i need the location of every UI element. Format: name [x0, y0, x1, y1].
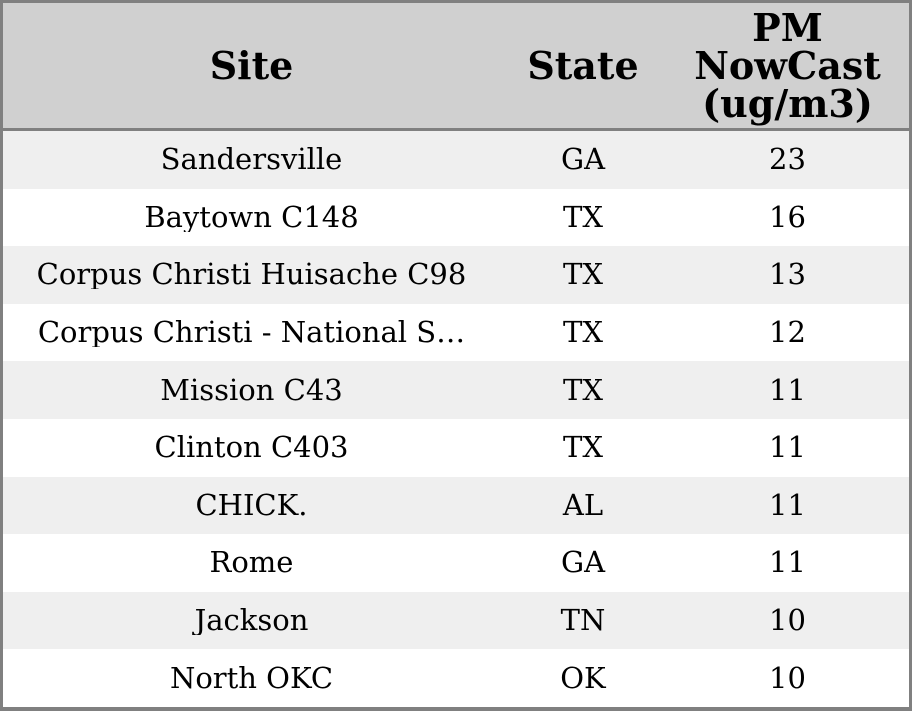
- cell-state: AL: [562, 490, 604, 520]
- cell-state: GA: [560, 145, 606, 175]
- cell-pm: 13: [769, 260, 806, 290]
- cell-pm: 23: [769, 145, 806, 175]
- cell-state: TX: [563, 318, 603, 348]
- cell-site: Corpus Christi - National S…: [37, 318, 466, 348]
- cell-site: Sandersville: [160, 145, 343, 175]
- cell-pm: 16: [769, 202, 806, 232]
- cell-site: Clinton C403: [154, 433, 349, 463]
- cell-site: Corpus Christi Huisache C98: [36, 260, 467, 290]
- table-row: Jackson TN 10: [3, 591, 909, 650]
- cell-pm: 11: [769, 548, 806, 578]
- table-row: Corpus Christi - National S… TX 12: [3, 303, 909, 362]
- cell-site: Mission C43: [160, 375, 343, 405]
- column-header-pm-nowcast: PM NowCast (ug/m3): [694, 4, 881, 126]
- table-body: Sandersville GA 23 Baytown C148 TX 16 Corpus C…: [3, 131, 909, 707]
- cell-site: Jackson: [194, 606, 309, 636]
- table-row: Rome GA 11: [3, 534, 909, 592]
- cell-state: TN: [560, 606, 606, 636]
- cell-site: Baytown C148: [144, 202, 359, 232]
- table-row: Corpus Christi Huisache C98 TX 13: [3, 246, 909, 304]
- table-row: CHICK. AL 11: [3, 476, 909, 535]
- table-header-row: Site State PM NowCast (ug/m3): [3, 3, 909, 131]
- cell-state: TX: [563, 202, 603, 232]
- cell-pm: 12: [769, 318, 806, 348]
- cell-pm: 11: [769, 375, 806, 405]
- table-row: Sandersville GA 23: [3, 131, 909, 189]
- column-header-state: State: [527, 42, 639, 88]
- cell-state: TX: [563, 375, 603, 405]
- cell-pm: 10: [769, 663, 806, 693]
- cell-state: OK: [560, 663, 606, 693]
- cell-state: GA: [560, 548, 606, 578]
- table-row: Baytown C148 TX 16: [3, 188, 909, 247]
- cell-state: TX: [563, 260, 603, 290]
- cell-site: North OKC: [169, 663, 334, 693]
- cell-site: Rome: [209, 548, 294, 578]
- cell-pm: 10: [769, 606, 806, 636]
- cell-state: TX: [563, 433, 603, 463]
- cell-site: CHICK.: [195, 490, 308, 520]
- column-header-site: Site: [209, 42, 294, 88]
- table-row: Mission C43 TX 11: [3, 361, 909, 419]
- table-row: Clinton C403 TX 11: [3, 418, 909, 477]
- cell-pm: 11: [769, 433, 806, 463]
- table-row: North OKC OK 10: [3, 649, 909, 707]
- cell-pm: 11: [769, 490, 806, 520]
